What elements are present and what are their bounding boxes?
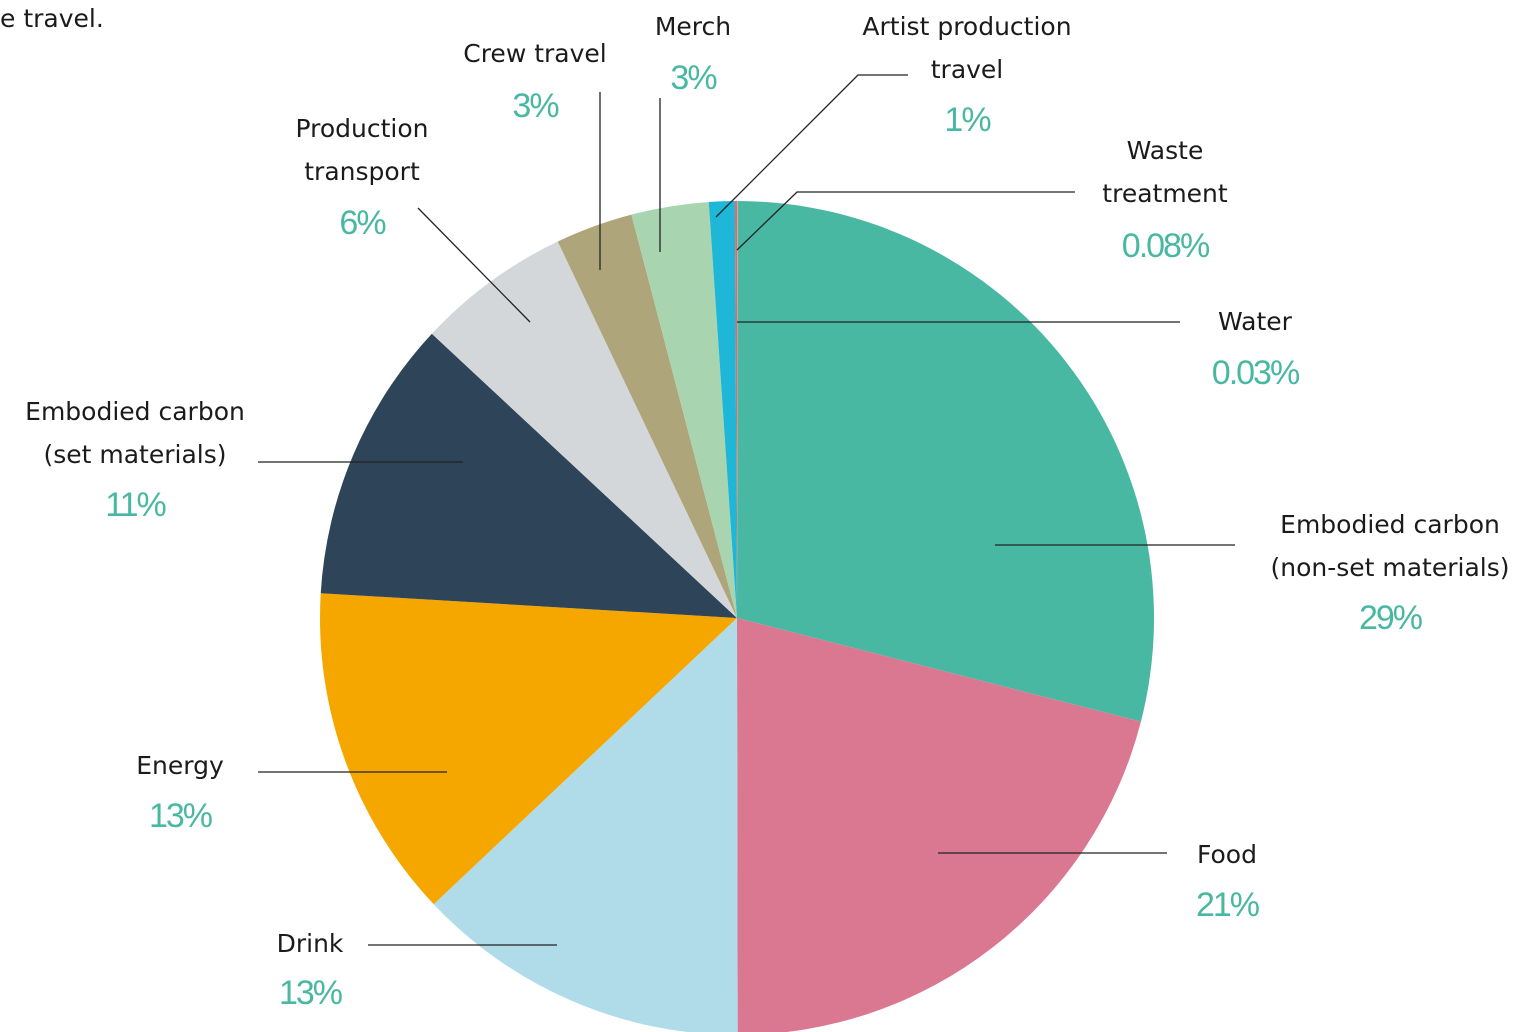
slice-label: Drink [277, 929, 344, 958]
pie-slice [631, 201, 737, 618]
slice-label: Energy [136, 751, 224, 780]
value-label: 3% [670, 59, 717, 97]
slice-label: Artist production travel [862, 12, 1071, 84]
pie-slice [737, 201, 1154, 722]
pie-slice [557, 214, 737, 619]
slice-label: Merch [655, 12, 731, 41]
value-label: 21% [1196, 886, 1260, 924]
slice-label: Production transport [295, 114, 428, 186]
leader-line [417, 207, 531, 323]
slice-label: Water [1218, 307, 1293, 336]
value-label: 6% [339, 204, 386, 242]
value-label: 29% [1359, 599, 1423, 637]
slice-label: Waste treatment [1102, 136, 1228, 208]
value-label: 3% [512, 87, 559, 125]
pie-slice [737, 618, 1141, 1032]
pie-slice [320, 333, 737, 618]
pie-slice [433, 618, 738, 1032]
value-label: 11% [105, 486, 166, 524]
leader-line [736, 191, 1075, 251]
pie-slice [737, 201, 738, 618]
value-label: 13% [279, 974, 343, 1012]
leader-line [715, 74, 908, 218]
slice-label: Embodied carbon (set materials) [25, 397, 245, 469]
pie-slice [320, 593, 737, 905]
value-label: 0.08% [1122, 227, 1210, 265]
value-label: 13% [149, 797, 213, 835]
value-label: 0.03% [1212, 354, 1300, 392]
caption: e travel. [0, 4, 104, 33]
slice-label: Food [1197, 840, 1257, 869]
slice-label: Embodied carbon (non-set materials) [1270, 510, 1509, 582]
slice-label: Crew travel [463, 39, 606, 68]
pie-slice [431, 241, 737, 618]
value-label: 1% [944, 101, 991, 139]
pie-slice [734, 201, 737, 618]
pie-slice [708, 201, 737, 618]
